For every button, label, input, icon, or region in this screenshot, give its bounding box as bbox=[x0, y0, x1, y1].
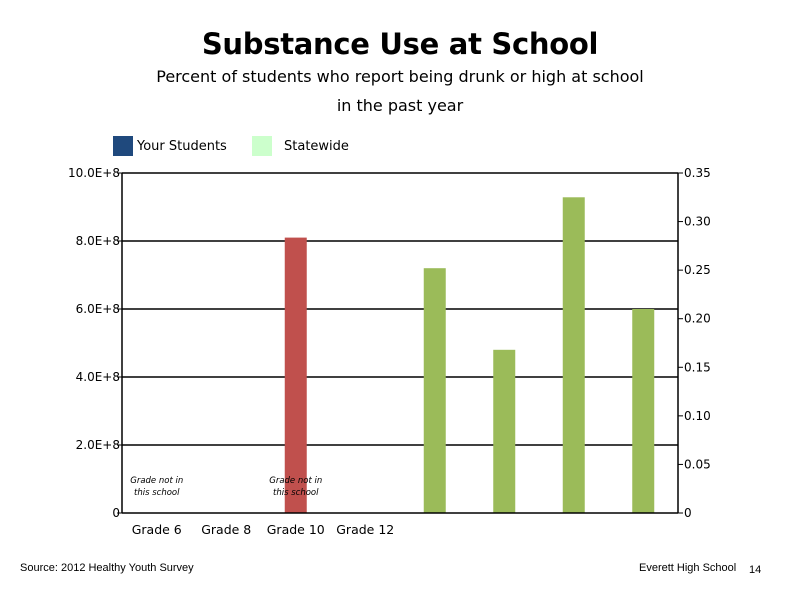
category-label: Grade 10 bbox=[267, 522, 325, 537]
bar-statewide bbox=[493, 349, 516, 513]
left-tick-label: 10.0E+8 bbox=[68, 166, 120, 180]
right-tick-label: 0 bbox=[684, 506, 692, 520]
left-tick-label: 0 bbox=[112, 506, 120, 520]
right-tick-label: 0.15 bbox=[684, 360, 711, 374]
grade-not-in-school-note: this school bbox=[273, 488, 319, 498]
bar-your-students bbox=[284, 237, 307, 513]
right-tick-label: 0.30 bbox=[684, 215, 711, 229]
left-tick-label: 6.0E+8 bbox=[76, 302, 120, 316]
grade-not-in-school-note: Grade not in bbox=[130, 476, 183, 486]
bar-statewide bbox=[632, 309, 655, 513]
right-tick-label: 0.25 bbox=[684, 263, 711, 277]
category-label: Grade 8 bbox=[201, 522, 251, 537]
right-tick-label: 0.35 bbox=[684, 166, 711, 180]
grade-not-in-school-note: this school bbox=[134, 488, 180, 498]
right-tick-label: 0.10 bbox=[684, 409, 711, 423]
legend-label-your-students: Your Students bbox=[137, 139, 227, 154]
left-tick-label: 2.0E+8 bbox=[76, 438, 120, 452]
right-tick-label: 0.05 bbox=[684, 457, 711, 471]
legend-swatch-statewide bbox=[252, 136, 272, 156]
chart-subtitle-line-2: in the past year bbox=[336, 96, 464, 115]
category-label: Grade 12 bbox=[336, 522, 394, 537]
school-name: Everett High School bbox=[639, 562, 737, 574]
legend-swatch-your-students bbox=[113, 136, 133, 156]
bar-statewide bbox=[423, 268, 446, 513]
bar-statewide bbox=[562, 197, 585, 514]
chart-subtitle-line-1: Percent of students who report being dru… bbox=[156, 67, 644, 86]
grade-not-in-school-note: Grade not in bbox=[269, 476, 322, 486]
left-tick-label: 8.0E+8 bbox=[76, 234, 120, 248]
left-tick-label: 4.0E+8 bbox=[76, 370, 120, 384]
chart-title: Substance Use at School bbox=[201, 27, 599, 61]
category-label: Grade 6 bbox=[132, 522, 182, 537]
page-number: 14 bbox=[749, 564, 762, 576]
source-note: Source: 2012 Healthy Youth Survey bbox=[20, 562, 194, 574]
right-tick-label: 0.20 bbox=[684, 312, 711, 326]
legend-label-statewide: Statewide bbox=[284, 139, 349, 154]
